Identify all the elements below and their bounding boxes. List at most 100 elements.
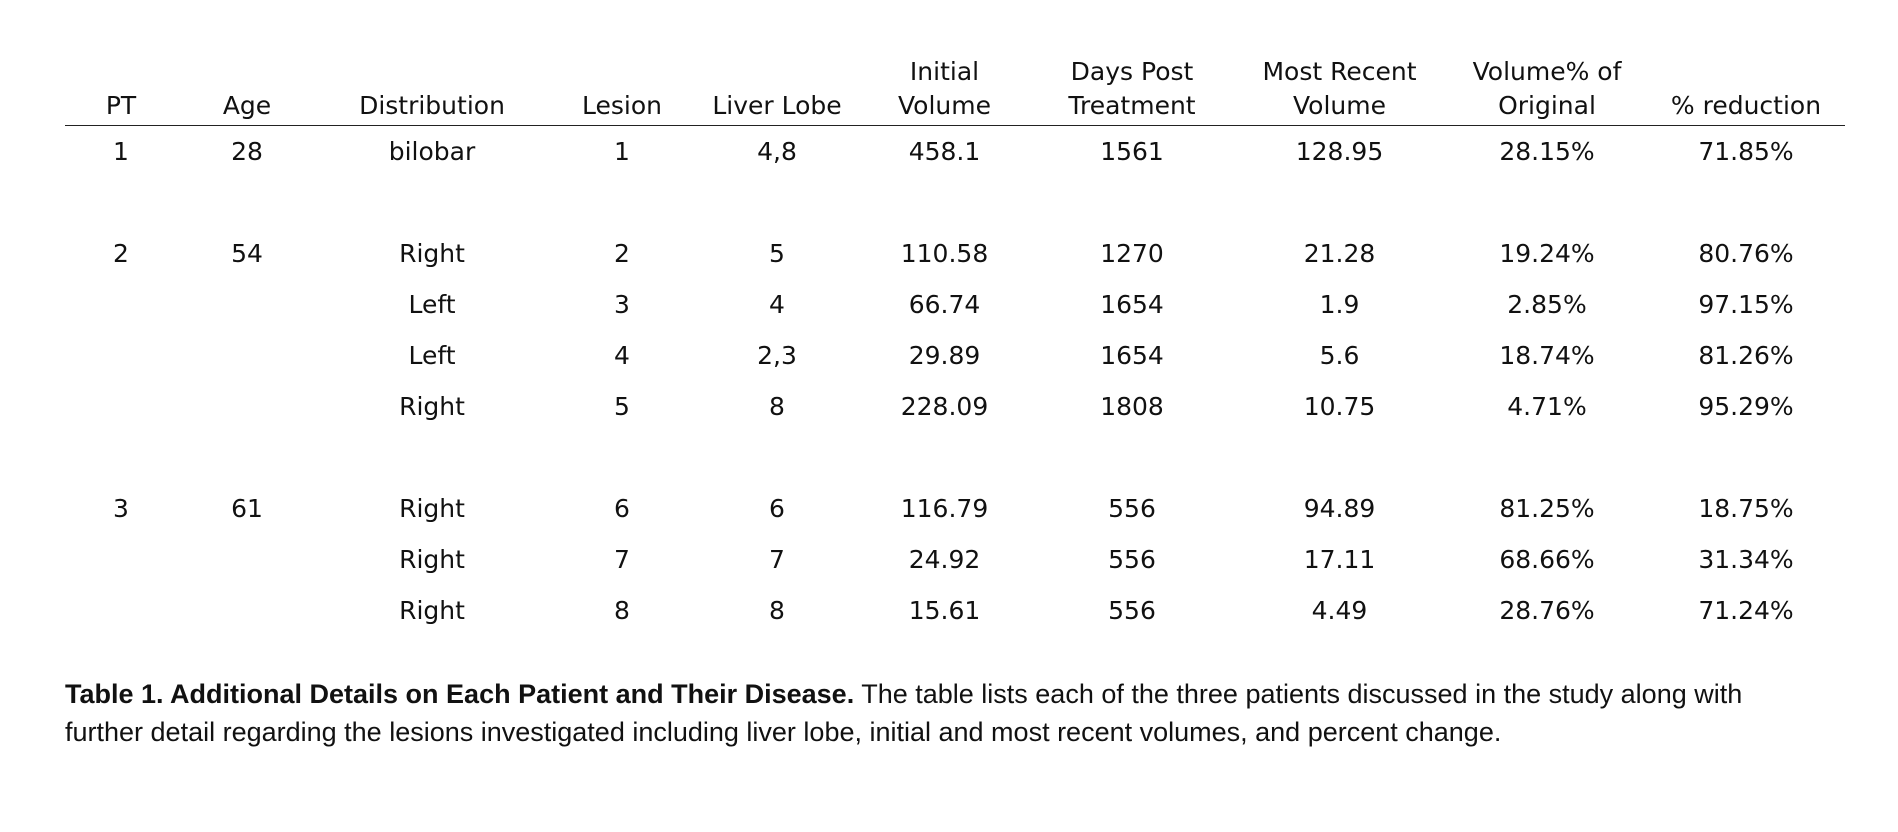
cell-most-recent-volume: 21.28	[1303, 239, 1376, 268]
cell-most-recent-volume: 128.95	[1295, 137, 1384, 166]
cell-distribution: Left	[408, 290, 456, 319]
header-distribution: Distribution	[317, 55, 547, 126]
cell-initial-volume: 29.89	[908, 341, 981, 370]
cell-distribution: Right	[399, 545, 465, 574]
cell-pt	[65, 330, 177, 381]
patient-details-table: PT Age Distribution Lesion Liver Lobe Initial…	[65, 55, 1845, 636]
header-percent-reduction: % reduction	[1647, 55, 1845, 126]
cell-initial-volume: 458.1	[908, 137, 981, 166]
spacer-cell	[65, 177, 1845, 228]
cell-volume-percent-of-original: 81.25%	[1499, 494, 1595, 523]
header-initial-volume: Initial Volume	[857, 55, 1032, 126]
header-liver-lobe: Liver Lobe	[697, 55, 857, 126]
cell-pt	[65, 534, 177, 585]
table-body: 1 28 bilobar 1 4,8 458.1 1561 128.95 28.15% 71.85…	[65, 126, 1845, 637]
cell-distribution: Right	[399, 494, 465, 523]
cell-pt	[65, 585, 177, 636]
cell-volume-percent-of-original: 28.76%	[1499, 596, 1595, 625]
cell-initial-volume: 228.09	[900, 392, 989, 421]
cell-age	[177, 279, 317, 330]
cell-percent-reduction: 31.34%	[1698, 545, 1794, 574]
cell-pt: 3	[113, 494, 129, 523]
cell-most-recent-volume: 10.75	[1303, 392, 1376, 421]
header-age: Age	[177, 55, 317, 126]
header-row: PT Age Distribution Lesion Liver Lobe Initial…	[65, 55, 1845, 126]
cell-days-post-treatment: 556	[1108, 494, 1156, 523]
cell-volume-percent-of-original: 4.71%	[1507, 392, 1587, 421]
cell-percent-reduction: 81.26%	[1698, 341, 1794, 370]
cell-initial-volume: 66.74	[908, 290, 981, 319]
cell-liver-lobe: 6	[769, 494, 785, 523]
cell-percent-reduction: 71.85%	[1698, 137, 1794, 166]
spacer-row	[65, 177, 1845, 228]
cell-liver-lobe: 5	[769, 239, 785, 268]
cell-most-recent-volume: 4.49	[1311, 596, 1368, 625]
cell-lesion: 7	[614, 545, 630, 574]
cell-age: 61	[231, 494, 263, 523]
cell-lesion: 5	[614, 392, 630, 421]
cell-age	[177, 585, 317, 636]
cell-percent-reduction: 95.29%	[1698, 392, 1794, 421]
cell-distribution: Right	[399, 392, 465, 421]
cell-volume-percent-of-original: 68.66%	[1499, 545, 1595, 574]
header-most-recent-volume: Most Recent Volume	[1232, 55, 1447, 126]
header-lesion: Lesion	[547, 55, 697, 126]
cell-lesion: 3	[614, 290, 630, 319]
cell-most-recent-volume: 5.6	[1319, 341, 1360, 370]
caption-title: Table 1. Additional Details on Each Pati…	[65, 679, 855, 709]
cell-days-post-treatment: 1654	[1100, 341, 1164, 370]
table-row: Right 5 8 228.09 1808 10.75 4.71% 95.29%	[65, 381, 1845, 432]
table-row: Right 8 8 15.61 556 4.49 28.76% 71.24%	[65, 585, 1845, 636]
caption-body: The table lists each of the three patien…	[65, 679, 1743, 747]
cell-age	[177, 381, 317, 432]
table-row: Right 7 7 24.92 556 17.11 68.66% 31.34%	[65, 534, 1845, 585]
table-row: Left 3 4 66.74 1654 1.9 2.85% 97.15%	[65, 279, 1845, 330]
cell-days-post-treatment: 556	[1108, 596, 1156, 625]
cell-volume-percent-of-original: 2.85%	[1507, 290, 1587, 319]
cell-days-post-treatment: 1654	[1100, 290, 1164, 319]
patient-details-table-container: PT Age Distribution Lesion Liver Lobe Initial…	[65, 55, 1845, 636]
cell-percent-reduction: 80.76%	[1698, 239, 1794, 268]
cell-pt: 1	[113, 137, 129, 166]
cell-lesion: 1	[614, 137, 630, 166]
cell-distribution: bilobar	[388, 137, 476, 166]
cell-most-recent-volume: 1.9	[1319, 290, 1360, 319]
cell-age: 28	[231, 137, 263, 166]
cell-liver-lobe: 4	[769, 290, 785, 319]
cell-distribution: Right	[399, 596, 465, 625]
cell-volume-percent-of-original: 28.15%	[1499, 137, 1595, 166]
cell-initial-volume: 15.61	[908, 596, 981, 625]
table-row: 1 28 bilobar 1 4,8 458.1 1561 128.95 28.15% 71.85…	[65, 126, 1845, 178]
cell-pt	[65, 279, 177, 330]
spacer-cell	[65, 432, 1845, 483]
table-row: Left 4 2,3 29.89 1654 5.6 18.74% 81.26%	[65, 330, 1845, 381]
cell-distribution: Left	[408, 341, 456, 370]
cell-initial-volume: 24.92	[908, 545, 981, 574]
cell-percent-reduction: 71.24%	[1698, 596, 1794, 625]
header-volume-percent-of-original: Volume% of Original	[1447, 55, 1647, 126]
cell-volume-percent-of-original: 19.24%	[1499, 239, 1595, 268]
cell-percent-reduction: 97.15%	[1698, 290, 1794, 319]
cell-distribution: Right	[399, 239, 465, 268]
cell-age	[177, 534, 317, 585]
table-caption: Table 1. Additional Details on Each Pati…	[65, 675, 1805, 751]
cell-lesion: 4	[614, 341, 630, 370]
cell-pt: 2	[113, 239, 129, 268]
cell-age: 54	[231, 239, 263, 268]
cell-lesion: 8	[614, 596, 630, 625]
cell-days-post-treatment: 1270	[1100, 239, 1164, 268]
cell-lesion: 6	[614, 494, 630, 523]
cell-most-recent-volume: 94.89	[1303, 494, 1376, 523]
cell-days-post-treatment: 1561	[1100, 137, 1164, 166]
cell-days-post-treatment: 556	[1108, 545, 1156, 574]
cell-lesion: 2	[614, 239, 630, 268]
cell-initial-volume: 110.58	[900, 239, 989, 268]
header-days-post-treatment: Days Post Treatment	[1032, 55, 1232, 126]
cell-liver-lobe: 2,3	[757, 341, 797, 370]
table-header: PT Age Distribution Lesion Liver Lobe Initial…	[65, 55, 1845, 126]
cell-initial-volume: 116.79	[900, 494, 989, 523]
cell-liver-lobe: 8	[769, 596, 785, 625]
cell-pt	[65, 381, 177, 432]
header-pt: PT	[65, 55, 177, 126]
cell-most-recent-volume: 17.11	[1303, 545, 1376, 574]
